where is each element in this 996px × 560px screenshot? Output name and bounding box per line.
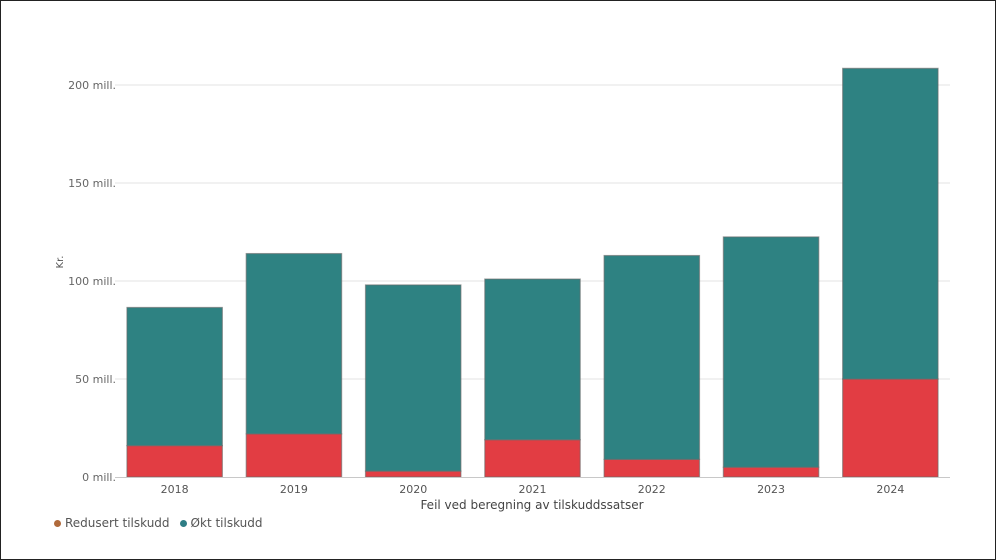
- bar-okt-2022[interactable]: [603, 254, 701, 460]
- x-tick-label-2021: 2021: [519, 483, 547, 496]
- legend-label-redusert: Redusert tilskudd: [65, 516, 170, 530]
- bar-redusert-2023[interactable]: [722, 466, 820, 478]
- legend-marker-redusert: [54, 519, 61, 527]
- x-axis-ticks: 2018 2019 2020 2021 2022 2023 2024: [161, 483, 905, 496]
- bar-redusert-2024[interactable]: [842, 378, 939, 478]
- legend: Redusert tilskudd Økt tilskudd: [54, 516, 263, 530]
- bar-redusert-2021[interactable]: [484, 439, 581, 478]
- x-axis-title: Feil ved beregning av tilskuddssatser: [420, 498, 643, 512]
- bar-redusert-2019[interactable]: [245, 433, 343, 478]
- bar-redusert-2020[interactable]: [364, 470, 462, 478]
- bar-okt-2018[interactable]: [126, 306, 223, 447]
- legend-item-redusert[interactable]: Redusert tilskudd: [54, 516, 170, 530]
- y-axis-ticks: 0 mill. 50 mill. 100 mill. 150 mill. 200 mil…: [68, 79, 116, 484]
- y-tick-label: 100 mill.: [68, 275, 116, 288]
- bar-okt-2021[interactable]: [484, 278, 581, 441]
- y-tick-label: 50 mill.: [75, 373, 116, 386]
- x-tick-label-2022: 2022: [638, 483, 666, 496]
- bar-redusert-2022[interactable]: [603, 458, 701, 478]
- bar-okt-2019[interactable]: [245, 252, 343, 435]
- bar-okt-2020[interactable]: [364, 284, 462, 472]
- x-tick-label-2023: 2023: [757, 483, 785, 496]
- bar-okt-2024[interactable]: [842, 67, 939, 380]
- bar-okt-2023[interactable]: [722, 236, 820, 468]
- bar-redusert-2018[interactable]: [126, 445, 223, 478]
- bars: [126, 67, 939, 478]
- legend-label-okt: Økt tilskudd: [190, 516, 263, 530]
- y-axis-title: Kr.: [55, 256, 66, 269]
- legend-marker-okt: [179, 519, 187, 527]
- y-tick-label: 0 mill.: [82, 471, 116, 484]
- legend-item-okt[interactable]: Økt tilskudd: [179, 516, 263, 530]
- x-tick-label-2024: 2024: [876, 483, 904, 496]
- y-tick-label: 150 mill.: [68, 177, 116, 190]
- x-tick-label-2020: 2020: [399, 483, 427, 496]
- x-tick-label-2019: 2019: [280, 483, 308, 496]
- y-tick-label: 200 mill.: [68, 79, 116, 92]
- x-tick-label-2018: 2018: [161, 483, 189, 496]
